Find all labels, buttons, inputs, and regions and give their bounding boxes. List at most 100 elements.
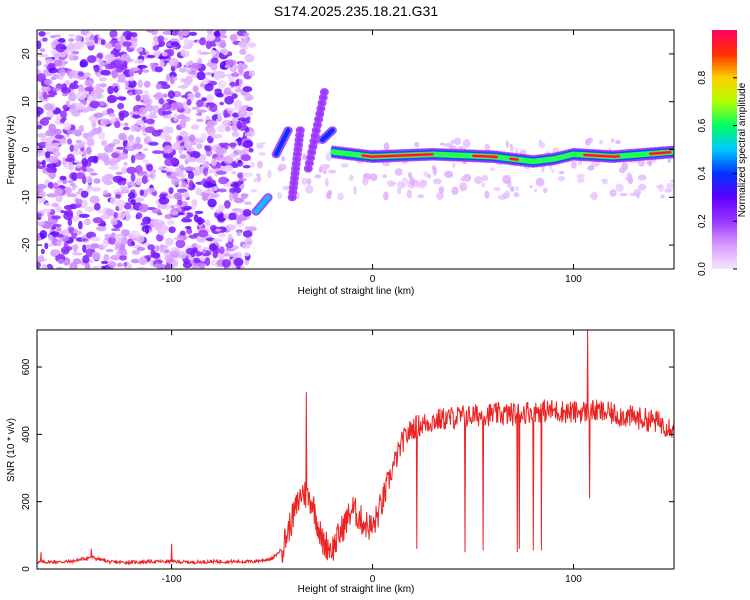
noise-blob xyxy=(238,106,247,115)
noise-blob xyxy=(115,171,123,175)
noise-blob xyxy=(185,156,197,163)
y-tick-label: 10 xyxy=(21,96,32,108)
noise-blob xyxy=(474,176,483,185)
noise-blob xyxy=(78,187,84,193)
noise-blob xyxy=(102,239,109,248)
noise-blob xyxy=(232,191,239,200)
noise-blob xyxy=(182,205,193,210)
noise-blob xyxy=(168,226,176,234)
y-tick-label: -10 xyxy=(21,190,32,205)
noise-blob xyxy=(200,132,207,141)
noise-blob xyxy=(37,90,41,98)
noise-blob xyxy=(116,96,127,101)
noise-blob xyxy=(217,188,227,193)
noise-blob xyxy=(119,255,127,261)
noise-blob xyxy=(43,79,53,86)
noise-blob xyxy=(281,156,286,162)
noise-blob xyxy=(213,30,221,37)
noise-blob xyxy=(590,191,598,201)
noise-blob xyxy=(82,149,88,157)
noise-blob xyxy=(196,109,208,113)
noise-blob xyxy=(213,72,222,81)
noise-blob xyxy=(76,162,82,169)
streak-core xyxy=(321,95,326,100)
noise-blob xyxy=(56,240,62,247)
streak-core xyxy=(296,142,301,147)
noise-blob xyxy=(452,163,456,168)
noise-blob xyxy=(432,167,438,176)
y-tick-label: 0 xyxy=(21,566,32,572)
noise-blob xyxy=(38,191,47,198)
noise-blob xyxy=(124,122,129,126)
colorbar-tick-label: 0.8 xyxy=(697,70,708,84)
noise-blob xyxy=(71,216,79,222)
noise-blob xyxy=(169,250,179,259)
noise-blob xyxy=(144,126,156,134)
noise-blob xyxy=(515,185,519,192)
noise-blob xyxy=(116,262,123,268)
noise-blob xyxy=(62,234,70,242)
streak-core xyxy=(296,137,302,143)
noise-blob xyxy=(223,200,231,209)
noise-blob xyxy=(93,112,104,118)
noise-blob xyxy=(164,249,170,254)
noise-blob xyxy=(52,249,60,256)
streak-core xyxy=(294,156,299,162)
streak-core xyxy=(295,147,301,152)
noise-blob xyxy=(134,89,144,95)
noise-blob xyxy=(166,171,172,176)
noise-blob xyxy=(558,170,565,175)
noise-blob xyxy=(646,160,653,166)
noise-blob xyxy=(256,142,260,149)
noise-blob xyxy=(250,161,255,168)
noise-blob xyxy=(128,75,135,82)
streak-core xyxy=(311,139,317,144)
noise-blob xyxy=(196,118,204,123)
noise-blob xyxy=(104,42,113,49)
noise-blob xyxy=(179,154,187,159)
noise-blob xyxy=(194,92,201,99)
noise-blob xyxy=(41,159,46,168)
noise-blob xyxy=(218,232,226,238)
noise-blob xyxy=(328,170,337,174)
x-tick-label: 0 xyxy=(370,274,376,285)
noise-blob xyxy=(78,213,90,218)
noise-blob xyxy=(243,32,250,37)
streak-core xyxy=(306,166,311,171)
noise-blob xyxy=(239,48,247,55)
noise-blob xyxy=(98,77,107,82)
noise-blob xyxy=(231,117,238,125)
noise-blob xyxy=(325,152,333,162)
noise-blob xyxy=(238,177,247,182)
noise-blob xyxy=(100,69,111,76)
noise-blob xyxy=(215,92,224,98)
noise-blob xyxy=(141,124,146,134)
noise-blob xyxy=(513,191,520,198)
noise-blob xyxy=(175,239,186,249)
noise-blob xyxy=(221,119,232,127)
noise-blob xyxy=(211,259,217,267)
noise-blob xyxy=(153,263,165,269)
noise-blob xyxy=(155,245,160,253)
noise-blob xyxy=(115,199,126,208)
noise-blob xyxy=(242,209,252,217)
noise-blob xyxy=(152,94,162,98)
noise-blob xyxy=(216,124,228,133)
streak-core xyxy=(265,195,271,200)
noise-blob xyxy=(238,78,243,86)
noise-blob xyxy=(148,115,158,119)
noise-blob xyxy=(43,103,54,111)
noise-blob xyxy=(240,193,248,200)
noise-blob xyxy=(153,223,163,231)
noise-blob xyxy=(37,261,41,269)
carrier-segment xyxy=(616,155,621,158)
x-tick-label: 100 xyxy=(565,574,582,585)
noise-blob xyxy=(174,167,182,174)
noise-blob xyxy=(666,183,674,189)
noise-blob xyxy=(225,73,232,78)
noise-blob xyxy=(91,251,101,261)
noise-blob xyxy=(77,150,84,156)
noise-blob xyxy=(89,195,100,204)
noise-blob xyxy=(246,106,254,112)
streak-core xyxy=(317,111,322,117)
